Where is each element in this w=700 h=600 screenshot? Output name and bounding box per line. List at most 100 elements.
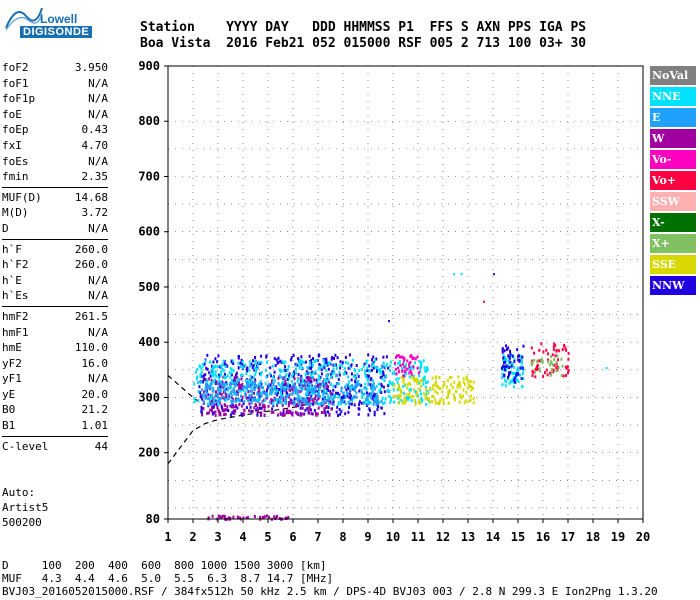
echo-point: [304, 387, 307, 391]
echo-point: [388, 381, 391, 385]
echo-point: [375, 370, 378, 374]
echo-point: [322, 391, 325, 395]
echo-point: [244, 394, 247, 398]
echo-point: [263, 403, 266, 407]
echo-point: [287, 410, 290, 414]
echo-point: [378, 369, 381, 372]
echo-point: [319, 385, 322, 389]
echo-point: [306, 401, 309, 405]
echo-point: [509, 360, 512, 364]
echo-point: [457, 383, 460, 387]
echo-point: [270, 392, 273, 396]
echo-point: [547, 360, 549, 364]
echo-point: [408, 388, 411, 392]
echo-point: [309, 376, 312, 380]
echo-point: [531, 374, 534, 378]
echo-point: [370, 385, 373, 389]
echo-point: [416, 381, 419, 385]
echo-point: [551, 353, 554, 357]
echo-point: [277, 398, 280, 402]
echo-point: [399, 363, 401, 367]
echo-point: [348, 400, 350, 404]
echo-point: [314, 394, 317, 398]
echo-point: [225, 381, 228, 384]
echo-point: [323, 358, 326, 362]
echo-point: [293, 400, 296, 404]
echo-point: [218, 396, 221, 400]
echo-point: [334, 394, 337, 398]
echo-point: [245, 396, 248, 400]
echo-point: [277, 413, 280, 417]
echo-point: [322, 359, 325, 363]
echo-point: [373, 399, 376, 403]
echo-point: [223, 362, 226, 366]
echo-point: [502, 356, 505, 360]
echo-point: [413, 377, 415, 380]
echo-point: [434, 401, 437, 405]
echo-point: [274, 392, 277, 396]
echo-point: [501, 347, 504, 351]
echo-point: [410, 395, 413, 399]
echo-point: [472, 397, 475, 401]
param-row-hmf2: hmF2 261.5: [2, 309, 108, 325]
footer-distance-row: D 100 200 400 600 800 1000 1500 3000 [km…: [2, 559, 327, 572]
echo-point: [213, 378, 216, 382]
echo-point: [259, 391, 262, 395]
echo-point: [265, 514, 268, 518]
echo-point: [237, 390, 240, 394]
echo-point: [218, 399, 221, 403]
echo-point: [304, 399, 307, 403]
echo-point: [322, 395, 325, 399]
echo-point: [281, 384, 284, 388]
echo-point: [260, 370, 263, 374]
echo-point: [220, 392, 223, 396]
echo-point: [244, 393, 247, 397]
echo-point: [382, 361, 385, 365]
echo-point: [420, 365, 422, 369]
echo-point: [375, 357, 378, 361]
echo-point: [346, 391, 349, 395]
echo-point: [346, 383, 349, 387]
echo-point: [322, 358, 325, 362]
param-row-b1: B1 1.01: [2, 418, 108, 434]
echo-point: [429, 387, 432, 391]
echo-point: [423, 378, 426, 382]
param-value: N/A: [88, 325, 108, 339]
echo-point: [214, 393, 217, 396]
echo-point: [366, 395, 369, 399]
echo-point: [374, 365, 377, 369]
echo-point: [288, 384, 291, 388]
echo-point: [230, 390, 233, 394]
echo-point: [298, 402, 301, 406]
echo-point: [513, 381, 516, 384]
echo-point: [404, 365, 407, 368]
echo-point: [270, 398, 273, 402]
echo-point: [502, 358, 505, 361]
echo-point: [272, 410, 275, 414]
echo-point: [308, 371, 311, 375]
echo-point: [346, 391, 348, 395]
echo-point: [291, 386, 293, 390]
param-row-hes: h`Es N/A: [2, 288, 108, 304]
echo-point: [208, 396, 211, 400]
echo-point: [235, 399, 238, 403]
echo-point: [396, 388, 399, 391]
echo-point: [302, 412, 305, 416]
echo-point: [230, 360, 233, 364]
echo-point: [241, 374, 244, 378]
echo-point: [206, 411, 209, 415]
echo-point: [437, 386, 440, 390]
echo-point: [204, 387, 207, 391]
echo-point: [329, 395, 332, 398]
echo-point: [211, 381, 214, 385]
echo-point: [237, 377, 239, 381]
echo-point: [325, 383, 328, 387]
echo-point: [357, 407, 360, 411]
echo-point: [567, 371, 569, 375]
echo-point: [315, 381, 318, 385]
echo-point: [287, 386, 290, 390]
echo-point: [371, 387, 374, 391]
echo-point: [253, 391, 255, 395]
echo-point: [272, 404, 275, 408]
echo-point: [221, 368, 224, 372]
